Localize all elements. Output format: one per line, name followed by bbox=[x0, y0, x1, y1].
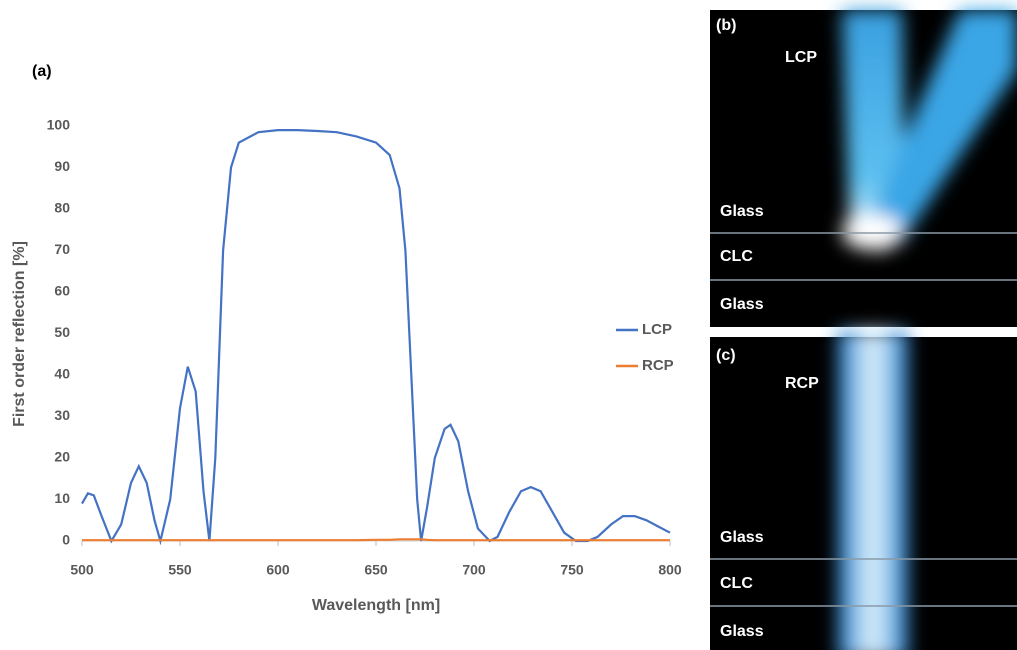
y-tick-label: 90 bbox=[54, 158, 70, 174]
x-tick-label: 500 bbox=[70, 562, 94, 578]
x-tick-label: 700 bbox=[462, 562, 486, 578]
y-tick-label: 50 bbox=[54, 324, 70, 340]
polarization: RCP bbox=[785, 375, 819, 392]
polarization: LCP bbox=[785, 49, 817, 66]
layer: Glass bbox=[720, 203, 764, 220]
legend-label: RCP bbox=[642, 357, 674, 374]
panel-b: (b) LCP Glass CLC Glass bbox=[710, 10, 1017, 327]
y-tick-label: 100 bbox=[47, 117, 71, 133]
series-line bbox=[82, 538, 670, 542]
beam bbox=[838, 330, 908, 650]
series-line bbox=[81, 129, 671, 546]
panel-label: (a) bbox=[32, 63, 52, 80]
y-tick-label: 80 bbox=[54, 200, 70, 216]
layer: Glass bbox=[720, 296, 764, 313]
y-tick-label: 0 bbox=[62, 532, 70, 548]
x-tick-label: 650 bbox=[364, 562, 388, 578]
y-axis-title: First order reflection [%] bbox=[11, 241, 28, 427]
x-tick-label: 550 bbox=[168, 562, 192, 578]
x-tick-label: 600 bbox=[266, 562, 290, 578]
legend-label: LCP bbox=[642, 321, 672, 338]
beam bbox=[842, 10, 1017, 252]
panel-c: (c) RCP Glass CLC Glass bbox=[710, 330, 1017, 650]
layer: Glass bbox=[720, 529, 764, 546]
y-tick-label: 20 bbox=[54, 449, 70, 465]
x-tick-label: 800 bbox=[658, 562, 682, 578]
layer: CLC bbox=[720, 248, 753, 265]
layer: Glass bbox=[720, 623, 764, 640]
y-tick-label: 60 bbox=[54, 283, 70, 299]
y-tick-label: 10 bbox=[54, 490, 70, 506]
x-axis-title: Wavelength [nm] bbox=[312, 597, 440, 614]
plot: 0 10 20 30 40 50 60 70 80 90 100 500 550 600 650 700 750… bbox=[47, 117, 682, 578]
panel-label: (c) bbox=[716, 347, 736, 364]
x-tick-label: 750 bbox=[560, 562, 584, 578]
y-tick-label: 30 bbox=[54, 407, 70, 423]
layer: CLC bbox=[720, 575, 753, 592]
panel-label: (b) bbox=[716, 17, 736, 34]
y-tick-label: 70 bbox=[54, 241, 70, 257]
y-tick-label: 40 bbox=[54, 366, 70, 382]
